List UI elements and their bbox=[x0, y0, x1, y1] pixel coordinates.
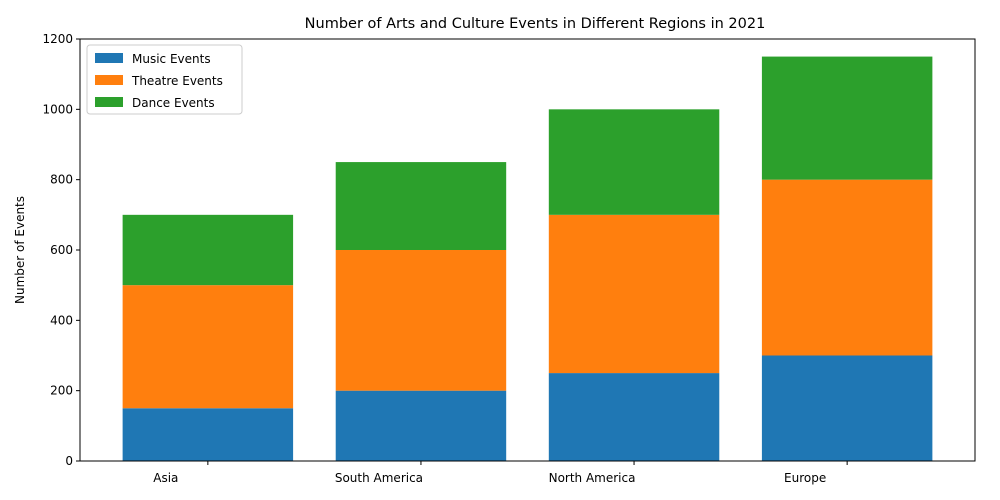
y-tick-label: 600 bbox=[50, 243, 73, 257]
legend-label: Music Events bbox=[132, 52, 211, 66]
y-axis-title: Number of Events bbox=[13, 196, 27, 304]
legend-swatch bbox=[95, 75, 123, 85]
bar-dance-events-south-america bbox=[335, 162, 507, 250]
legend-label: Theatre Events bbox=[131, 74, 223, 88]
bar-dance-events-asia bbox=[122, 214, 294, 286]
bar-theatre-events-asia bbox=[122, 285, 294, 409]
y-tick-label: 0 bbox=[65, 454, 73, 468]
legend-label: Dance Events bbox=[132, 96, 215, 110]
x-tick-label: Asia bbox=[153, 471, 178, 485]
bar-theatre-events-north-america bbox=[548, 214, 720, 374]
bar-dance-events-north-america bbox=[548, 109, 720, 215]
y-tick-label: 200 bbox=[50, 384, 73, 398]
x-tick-label: South America bbox=[335, 471, 423, 485]
bar-music-events-asia bbox=[122, 408, 294, 461]
y-tick-label: 1200 bbox=[42, 32, 73, 46]
x-tick-label: North America bbox=[549, 471, 636, 485]
x-tick-label: Europe bbox=[784, 471, 826, 485]
y-tick-label: 800 bbox=[50, 173, 73, 187]
axes-layer: 0 200 400 600 800 1000 1200 Asia South America No… bbox=[42, 32, 976, 485]
legend-swatch bbox=[95, 53, 123, 63]
bars-layer bbox=[122, 56, 933, 461]
legend: Music Events Theatre Events Dance Events bbox=[86, 44, 243, 115]
bar-theatre-events-south-america bbox=[335, 250, 507, 391]
y-tick-label: 400 bbox=[50, 313, 73, 327]
y-tick-label: 1000 bbox=[42, 102, 73, 116]
bar-music-events-south-america bbox=[335, 390, 507, 461]
legend-box bbox=[86, 44, 243, 115]
bar-dance-events-europe bbox=[761, 56, 933, 180]
bar-music-events-europe bbox=[761, 355, 933, 461]
chart-title: Number of Arts and Culture Events in Dif… bbox=[305, 16, 766, 32]
bar-music-events-north-america bbox=[548, 373, 720, 461]
bar-theatre-events-europe bbox=[761, 179, 933, 356]
legend-swatch bbox=[95, 97, 123, 107]
